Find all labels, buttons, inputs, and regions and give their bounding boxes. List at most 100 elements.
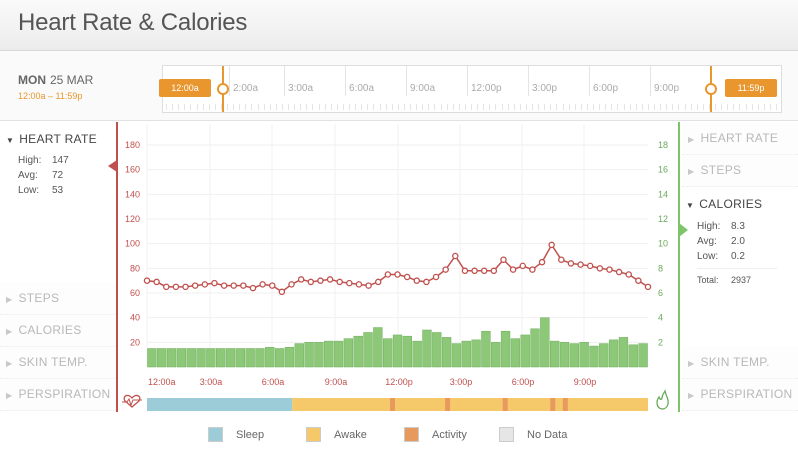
heart-rate-point <box>567 260 575 267</box>
right-axis-tick-label: 14 <box>658 189 668 199</box>
calorie-bar <box>402 335 412 368</box>
timeline-separator <box>345 66 346 96</box>
heart-rate-point <box>625 271 632 278</box>
hr-high-label: High: <box>18 155 42 166</box>
timeline-minor-tick <box>245 104 247 110</box>
calorie-bar <box>599 343 609 368</box>
sidebar-item-steps[interactable]: ▶ STEPS <box>0 283 116 315</box>
right-axis-tick-label: 18 <box>658 140 668 150</box>
timeline-minor-tick <box>251 104 253 110</box>
calorie-bar <box>265 347 275 368</box>
calorie-bar <box>559 342 570 368</box>
heart-pulse-icon <box>122 397 142 407</box>
x-axis-tick-label: 9:00a <box>325 377 348 387</box>
timeline-minor-tick <box>629 104 631 110</box>
right-axis-tick-label: 8 <box>658 263 663 273</box>
end-handle[interactable] <box>705 83 717 95</box>
heart-rate-point <box>336 278 343 286</box>
heart-rate-point <box>606 266 613 273</box>
timeline-minor-tick <box>379 104 381 110</box>
heart-rate-point <box>374 278 382 286</box>
heart-rate-point <box>153 278 160 286</box>
calorie-bar <box>343 338 354 368</box>
right-axis-tick-label: 2 <box>658 337 663 347</box>
legend-swatch-no-data <box>499 427 514 442</box>
heart-rate-point <box>259 281 266 288</box>
heart-rate-point <box>471 267 478 275</box>
sidebar-item-skin-temp[interactable]: ▶ SKIN TEMP. <box>0 347 116 379</box>
calories-divider <box>697 268 777 269</box>
start-time-marker[interactable]: 12:00a <box>159 79 211 97</box>
heart-rate-point <box>249 284 257 292</box>
calorie-bar <box>294 343 304 368</box>
start-handle[interactable] <box>217 83 229 95</box>
calorie-bar <box>147 348 157 368</box>
right-item-perspiration[interactable]: ▶ PERSPIRATION <box>682 379 798 411</box>
timeline-minor-tick <box>361 104 363 110</box>
sidebar-item-calories[interactable]: ▶ CALORIES <box>0 315 116 347</box>
timeline-tick-label: 6:00p <box>593 83 619 94</box>
calorie-bar <box>176 348 187 368</box>
end-time-marker[interactable]: 11:59p <box>725 79 777 97</box>
calorie-bar <box>392 334 403 368</box>
heart-rate-panel <box>0 122 116 282</box>
heart-rate-point <box>326 276 334 283</box>
heart-rate-point <box>413 277 421 284</box>
right-item-steps[interactable]: ▶ STEPS <box>682 155 798 187</box>
timeline-minor-tick <box>208 104 210 110</box>
timeline-minor-tick <box>178 104 180 110</box>
timeline-separator <box>650 66 651 96</box>
calorie-bar <box>373 327 383 368</box>
heart-rate-point <box>480 267 488 275</box>
timeline-tick-label: 9:00p <box>654 83 680 94</box>
heart-rate-point <box>548 241 555 249</box>
timeline-minor-tick <box>300 104 302 110</box>
timeline-minor-tick <box>562 104 564 110</box>
timeline-minor-tick <box>635 104 637 110</box>
calorie-bar <box>157 348 167 368</box>
heart-rate-panel-title[interactable]: ▼ HEART RATE <box>6 132 97 146</box>
calorie-bar <box>422 329 432 368</box>
right-item-skin-temp[interactable]: ▶ SKIN TEMP. <box>682 347 798 379</box>
header-bar <box>0 0 798 51</box>
heart-rate-point <box>297 276 305 283</box>
timeline-minor-tick <box>568 104 570 110</box>
heart-rate-point <box>586 262 594 270</box>
timeline-minor-tick <box>660 104 662 110</box>
left-axis-tick-label: 40 <box>130 313 140 323</box>
timeline-minor-tick <box>605 104 607 110</box>
timeline-minor-tick <box>172 104 174 110</box>
heart-rate-point <box>163 283 170 291</box>
x-axis-tick-label: 3:00p <box>450 377 473 387</box>
timeline-minor-tick <box>483 104 485 110</box>
timeline-minor-tick <box>544 104 546 110</box>
date-range: 12:00a – 11:59p <box>18 91 83 101</box>
calorie-bar <box>579 342 589 368</box>
sidebar-item-perspiration[interactable]: ▶ PERSPIRATION <box>0 379 116 411</box>
calories-panel-title[interactable]: ▼ CALORIES <box>686 197 763 211</box>
timeline-minor-tick <box>672 104 674 110</box>
timeline-minor-tick <box>214 104 216 110</box>
timeline-minor-tick <box>458 104 460 110</box>
heart-rate-point <box>268 282 276 289</box>
timeline-minor-tick <box>312 104 314 110</box>
calorie-bar <box>314 342 324 368</box>
calorie-bar <box>166 348 177 368</box>
calorie-bar <box>274 348 285 368</box>
left-axis-tick-label: 180 <box>125 140 140 150</box>
cal-avg-label: Avg: <box>697 236 717 247</box>
timeline-minor-tick <box>580 104 582 110</box>
right-item-heart-rate[interactable]: ▶ HEART RATE <box>682 123 798 155</box>
timeline-minor-tick <box>745 104 747 110</box>
left-axis-tick-label: 80 <box>130 263 140 273</box>
legend-swatch-activity <box>404 427 419 442</box>
timeline-minor-tick <box>422 104 424 110</box>
calorie-bar <box>550 340 560 368</box>
heart-rate-point <box>635 277 642 284</box>
heart-rate-point <box>452 252 459 260</box>
cal-high-value: 8.3 <box>731 221 745 232</box>
hr-high-value: 147 <box>52 155 69 166</box>
timeline-minor-tick <box>507 104 509 110</box>
heart-icon <box>123 394 141 408</box>
heart-rate-point <box>278 288 286 296</box>
